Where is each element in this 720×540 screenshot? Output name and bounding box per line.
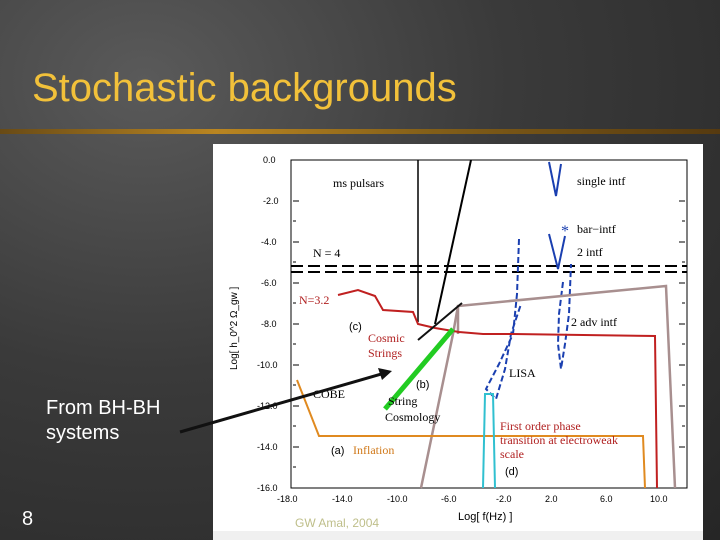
lisa-curve xyxy=(484,238,522,401)
label-strings: Strings xyxy=(368,346,402,360)
x-tick-2: -10.0 xyxy=(387,494,408,504)
label-n4: N = 4 xyxy=(313,246,340,260)
single-intf-curve xyxy=(548,161,562,197)
y-tick-6: -12.0 xyxy=(257,401,278,411)
label-first-order-2: transition at electroweak xyxy=(500,433,618,447)
brown-curve-upper xyxy=(456,284,677,489)
string-cosmology-line xyxy=(383,327,455,411)
label-n32: N=3.2 xyxy=(299,293,329,307)
y-tick-4: -8.0 xyxy=(261,319,277,329)
slide-credit: GW Amal, 2004 xyxy=(295,516,380,530)
slide-title: Stochastic backgrounds xyxy=(32,66,457,110)
y-tick-8: -16.0 xyxy=(257,483,278,493)
y-tick-0: 0.0 xyxy=(263,155,276,165)
two-intf-curve xyxy=(548,233,566,270)
x-tick-4: -2.0 xyxy=(496,494,512,504)
x-tick-3: -6.0 xyxy=(441,494,457,504)
label-bar-intf: bar−intf xyxy=(577,222,616,236)
label-ms-pulsars: ms pulsars xyxy=(333,176,384,190)
label-cosmology: Cosmology xyxy=(385,410,440,424)
bar-intf-marker: * xyxy=(561,223,569,240)
label-inflation: Inflation xyxy=(353,443,394,457)
label-cosmic: Cosmic xyxy=(368,331,405,345)
title-divider xyxy=(0,129,720,134)
gw-spectrum-chart: 0.0 -2.0 -4.0 -6.0 -8.0 -10.0 -12.0 -14.… xyxy=(229,155,688,523)
label-c: (c) xyxy=(349,321,362,333)
y-tick-7: -14.0 xyxy=(257,442,278,452)
x-tick-6: 6.0 xyxy=(600,494,613,504)
plot-frame xyxy=(290,159,688,489)
x-tick-5: 2.0 xyxy=(545,494,558,504)
y-tick-3: -6.0 xyxy=(261,278,277,288)
label-d: (d) xyxy=(505,466,518,478)
label-string: String xyxy=(388,394,417,408)
label-b: (b) xyxy=(416,379,429,391)
y-tick-1: -2.0 xyxy=(263,196,279,206)
gw-spectrum-figure: 0.0 -2.0 -4.0 -6.0 -8.0 -10.0 -12.0 -14.… xyxy=(213,144,703,540)
y-tick-2: -4.0 xyxy=(261,237,277,247)
x-tick-0: -18.0 xyxy=(277,494,298,504)
label-a: (a) xyxy=(331,445,344,457)
slide-number: 8 xyxy=(22,508,34,530)
y-tick-5: -10.0 xyxy=(257,360,278,370)
label-cobe: COBE xyxy=(313,387,345,401)
adv-intf-curve xyxy=(556,263,572,370)
label-two-intf: 2 intf xyxy=(577,245,603,259)
label-lisa: LISA xyxy=(509,366,536,380)
x-tick-1: -14.0 xyxy=(332,494,353,504)
label-first-order-1: First order phase xyxy=(500,419,581,433)
x-tick-7: 10.0 xyxy=(650,494,668,504)
pulsar-slope-line xyxy=(434,159,472,325)
figure-footer xyxy=(213,531,703,540)
x-axis-label: Log[ f(Hz) ] xyxy=(458,511,512,523)
label-first-order-3: scale xyxy=(500,447,524,461)
label-two-adv: 2 adv intf xyxy=(571,315,617,329)
y-axis-label: Log[ h_0^2 Ω_gw ] xyxy=(229,286,240,370)
bh-bh-note: From BH-BH systems xyxy=(46,397,161,444)
phase-transition-curve xyxy=(482,393,496,489)
label-single-intf: single intf xyxy=(577,174,625,188)
